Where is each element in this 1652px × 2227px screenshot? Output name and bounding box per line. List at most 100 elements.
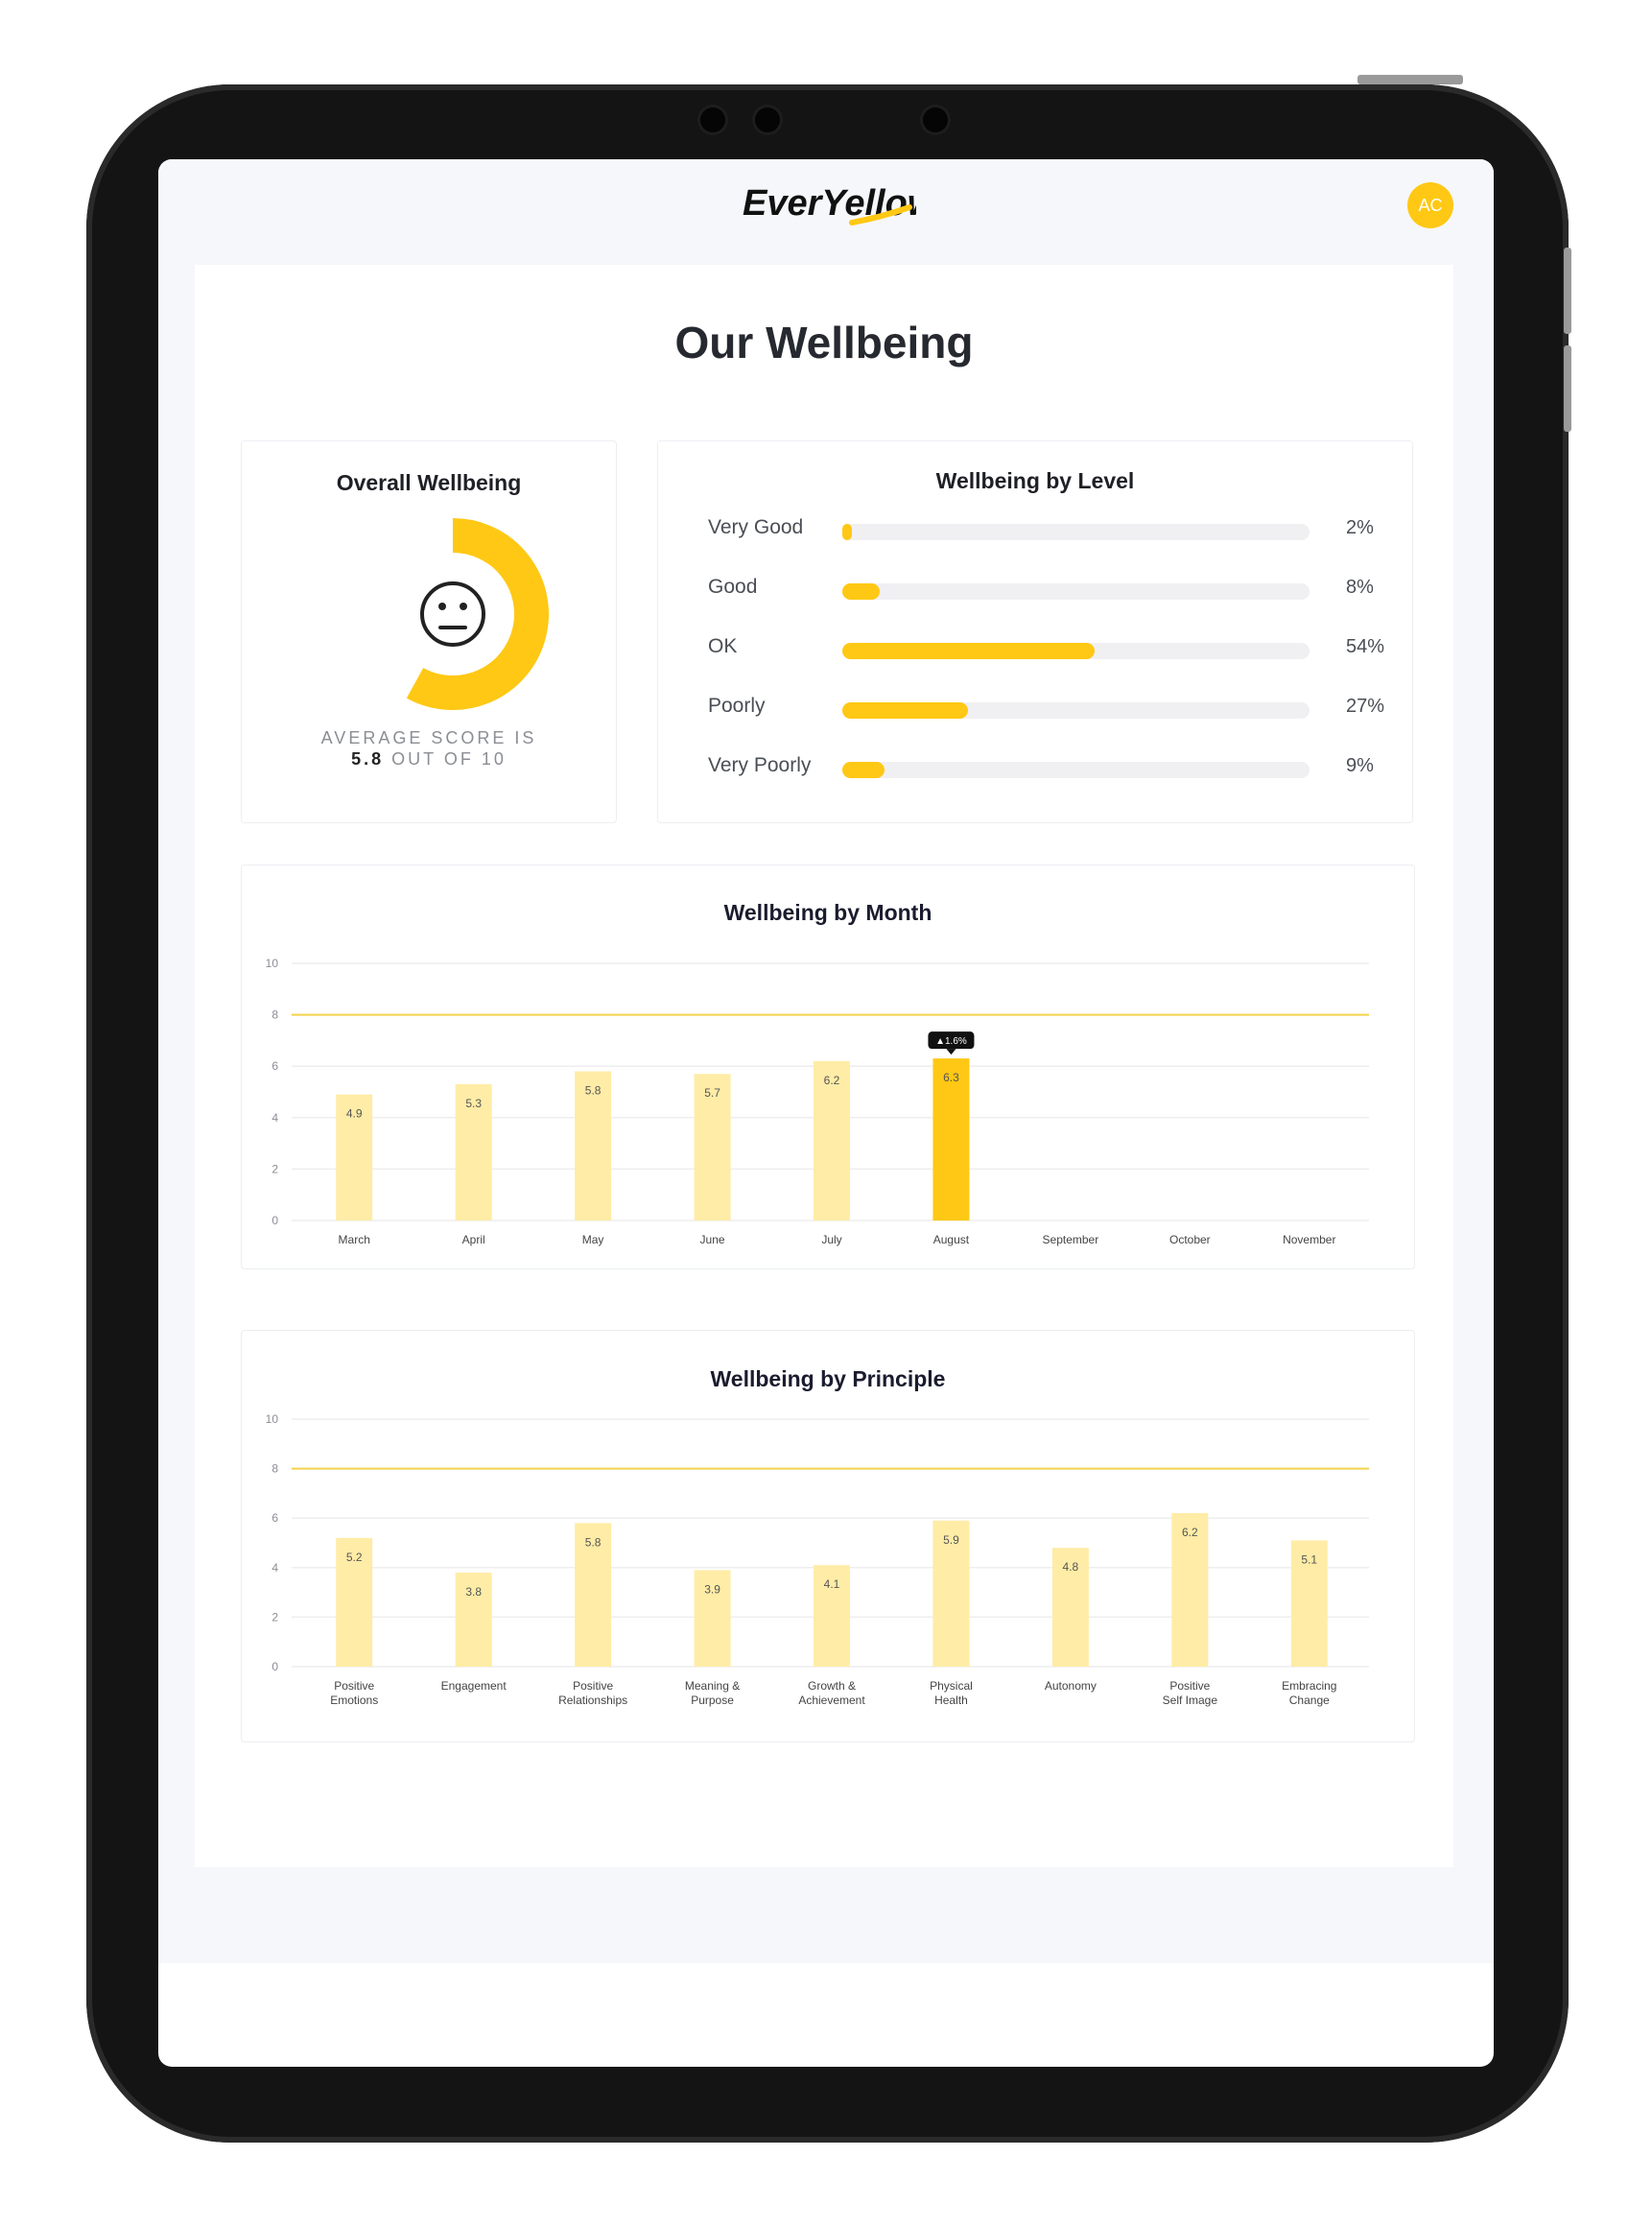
- chart-bar[interactable]: [455, 1083, 492, 1220]
- bar-tooltip: ▲1.6%: [928, 1031, 975, 1055]
- chart-bar[interactable]: [932, 1058, 970, 1220]
- chart-bar[interactable]: [694, 1074, 731, 1220]
- front-sensor-secondary: [923, 107, 948, 132]
- level-bar-fill: [842, 702, 969, 719]
- x-category-label: Physical: [930, 1679, 973, 1693]
- level-row: Very Poorly 9%: [708, 754, 1380, 783]
- chart-bar[interactable]: [932, 1520, 970, 1667]
- tablet-screen: EverYellow AC Our Wellbeing Overall Well…: [158, 159, 1494, 2067]
- x-category-label: Achievement: [798, 1694, 865, 1707]
- chart-bar[interactable]: [1051, 1548, 1089, 1667]
- x-category-label: Embracing: [1282, 1679, 1336, 1693]
- x-category-label: September: [1043, 1233, 1099, 1246]
- y-tick-label: 10: [266, 957, 279, 970]
- donut-score-arc: [406, 518, 549, 710]
- x-category-label: October: [1169, 1233, 1211, 1246]
- main-content: Our Wellbeing Overall Wellbeing AVERAGE …: [195, 265, 1453, 1867]
- x-category-label: August: [933, 1233, 970, 1246]
- level-percentage: 9%: [1346, 755, 1374, 776]
- everyellow-logo[interactable]: EverYellow: [739, 178, 938, 236]
- logo-text: EverYellow: [743, 183, 916, 224]
- logo-swoosh: [849, 204, 912, 225]
- bar-value-label: 5.7: [704, 1086, 720, 1100]
- x-category-label: Positive: [573, 1679, 613, 1693]
- chart-bar[interactable]: [814, 1565, 850, 1667]
- logo-wordmark: EverYellow: [743, 183, 938, 225]
- level-label: Very Poorly: [708, 754, 812, 776]
- bar-value-label: 5.8: [585, 1084, 602, 1098]
- level-bar-fill: [842, 524, 852, 540]
- level-percentage: 27%: [1346, 696, 1385, 717]
- x-category-label: April: [462, 1233, 485, 1246]
- chart-bar[interactable]: [1290, 1540, 1328, 1667]
- bar-value-label: 5.9: [943, 1533, 959, 1547]
- wellbeing-by-principle-card: Wellbeing by Principle 0 2 4 6 8 10 5.2 Positive…: [241, 1330, 1415, 1742]
- front-camera: [700, 107, 725, 132]
- tablet-top-button: [1357, 75, 1463, 84]
- level-percentage: 8%: [1346, 577, 1374, 598]
- level-bar-fill: [842, 762, 885, 778]
- level-bar-track: [842, 643, 1310, 659]
- chart-bar[interactable]: [575, 1071, 612, 1220]
- bar-value-label: 5.8: [585, 1535, 602, 1549]
- bar-value-label: 6.2: [1182, 1526, 1198, 1539]
- y-tick-label: 8: [271, 1462, 278, 1476]
- tablet-volume-up-button: [1564, 248, 1571, 334]
- x-category-label: Growth &: [808, 1679, 856, 1693]
- average-score-value: 5.8: [351, 749, 385, 769]
- level-bar-fill: [842, 643, 1095, 659]
- bar-value-label: 3.9: [704, 1582, 720, 1596]
- average-score-prefix: AVERAGE SCORE IS: [320, 728, 537, 747]
- x-category-label: May: [582, 1233, 604, 1246]
- chart-bar[interactable]: [814, 1060, 850, 1220]
- chart-bar[interactable]: [575, 1523, 612, 1667]
- level-bar-track: [842, 762, 1310, 778]
- chart-bar[interactable]: [1171, 1513, 1209, 1667]
- y-tick-label: 2: [271, 1610, 278, 1623]
- front-sensor: [755, 107, 780, 132]
- level-row: Poorly 27%: [708, 695, 1384, 723]
- x-category-label: Meaning &: [685, 1679, 740, 1693]
- chart-title: Wellbeing by Month: [724, 900, 932, 925]
- bar-value-label: 4.8: [1063, 1560, 1079, 1574]
- bar-value-label: 6.2: [824, 1074, 840, 1087]
- y-tick-label: 0: [271, 1660, 278, 1673]
- x-category-label: Relationships: [558, 1694, 627, 1707]
- chart-bar[interactable]: [336, 1094, 373, 1220]
- level-bar-fill: [842, 583, 880, 600]
- chart-bar[interactable]: [455, 1572, 492, 1667]
- bar-value-label: 6.3: [943, 1071, 959, 1084]
- x-category-label: Health: [934, 1694, 968, 1707]
- x-category-label: Engagement: [441, 1679, 507, 1693]
- neutral-face-icon: [420, 581, 485, 647]
- y-tick-label: 4: [271, 1561, 278, 1575]
- user-avatar[interactable]: AC: [1407, 182, 1453, 228]
- y-tick-label: 4: [271, 1111, 278, 1125]
- bar-value-label: 5.3: [465, 1097, 482, 1110]
- y-tick-label: 10: [266, 1412, 279, 1426]
- x-category-label: June: [700, 1233, 725, 1246]
- page-title: Our Wellbeing: [674, 318, 974, 367]
- chart-bar[interactable]: [336, 1537, 373, 1667]
- chart-title: Wellbeing by Principle: [711, 1366, 946, 1391]
- tooltip-pointer: [946, 1049, 956, 1055]
- level-bar-track: [842, 583, 1310, 600]
- level-bar-track: [842, 524, 1310, 540]
- x-category-label: Change: [1289, 1694, 1330, 1707]
- tablet-volume-down-button: [1564, 345, 1571, 432]
- wellbeing-by-principle-chart: Wellbeing by Principle 0 2 4 6 8 10 5.2 Positive…: [266, 1366, 1369, 1707]
- x-category-label: Positive: [334, 1679, 374, 1693]
- x-category-label: Purpose: [691, 1694, 734, 1707]
- tooltip-box: [928, 1031, 975, 1050]
- overall-score-donut: [357, 518, 549, 710]
- level-row: Good 8%: [708, 576, 1380, 604]
- x-category-label: Autonomy: [1045, 1679, 1097, 1693]
- level-percentage: 54%: [1346, 636, 1385, 657]
- bar-value-label: 4.9: [346, 1107, 363, 1121]
- wellbeing-by-level-card: Wellbeing by Level Very Good 2% Good 8% OK 54…: [657, 440, 1413, 823]
- chart-bar[interactable]: [694, 1570, 731, 1667]
- y-tick-label: 6: [271, 1511, 278, 1525]
- bar-value-label: 5.2: [346, 1551, 363, 1564]
- level-label: OK: [708, 635, 738, 657]
- y-tick-label: 6: [271, 1059, 278, 1073]
